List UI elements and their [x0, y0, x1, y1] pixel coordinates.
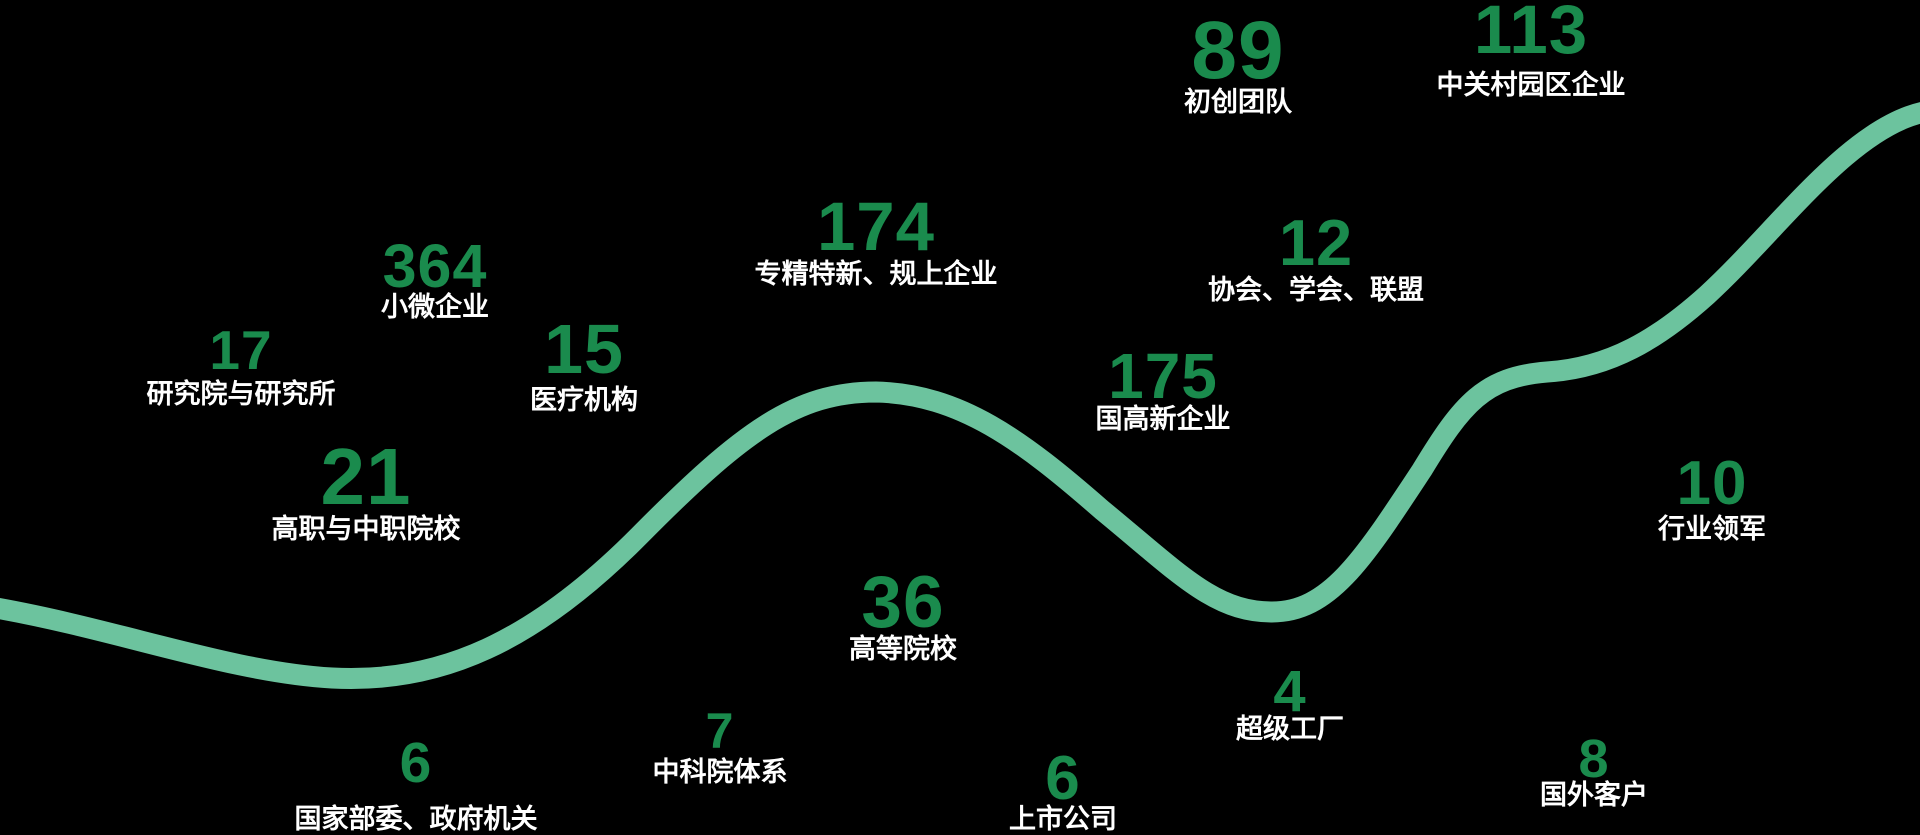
stat-value: 174 — [816, 188, 936, 265]
stat-label: 国家部委、政府机关 — [294, 804, 538, 834]
stat-label: 医疗机构 — [530, 385, 638, 415]
stat-value: 6 — [399, 731, 433, 795]
stat-value: 8 — [1578, 729, 1610, 789]
stat-label: 超级工厂 — [1236, 714, 1344, 744]
stat-label: 小微企业 — [381, 292, 489, 322]
stat-value: 113 — [1473, 0, 1589, 68]
stat-label: 国外客户 — [1540, 780, 1648, 810]
stat-value: 12 — [1278, 206, 1354, 279]
trend-curve-path — [0, 102, 1920, 690]
stat-value: 6 — [1045, 744, 1081, 813]
stat-label: 中科院体系 — [652, 757, 788, 787]
stat-value: 36 — [861, 562, 945, 643]
stat-label: 国高新企业 — [1095, 404, 1231, 434]
stat-label: 专精特新、规上企业 — [754, 259, 998, 289]
stat-label: 高职与中职院校 — [271, 514, 461, 544]
stat-label: 高等院校 — [849, 634, 957, 664]
stat-value: 89 — [1191, 5, 1285, 96]
stat-value: 15 — [544, 310, 624, 388]
stat-value: 17 — [209, 319, 273, 381]
stat-label: 上市公司 — [1009, 804, 1117, 834]
stat-label: 中关村园区企业 — [1436, 70, 1626, 100]
stat-label: 初创团队 — [1184, 87, 1292, 117]
stat-value: 10 — [1676, 449, 1748, 518]
stat-label: 协会、学会、联盟 — [1208, 275, 1424, 305]
stat-label: 行业领军 — [1658, 514, 1766, 544]
stat-label: 研究院与研究所 — [146, 379, 336, 409]
stat-value: 4 — [1273, 659, 1307, 724]
stat-value: 21 — [320, 432, 412, 521]
stat-value: 364 — [382, 232, 488, 300]
stat-value: 175 — [1108, 340, 1218, 412]
stat-value: 7 — [705, 703, 735, 759]
